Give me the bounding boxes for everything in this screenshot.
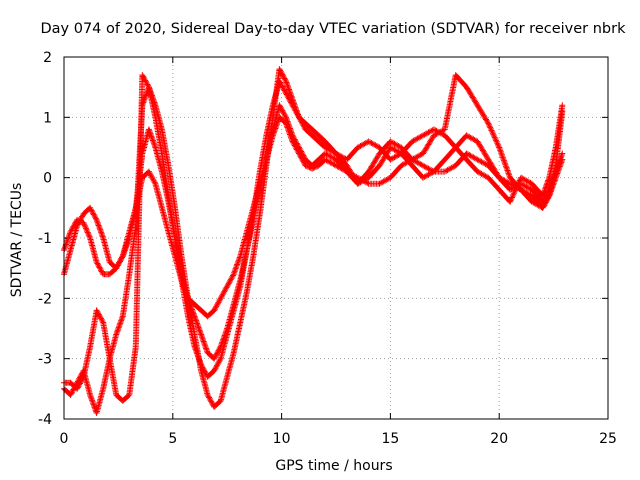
y-tick-label: -3: [38, 352, 52, 368]
y-axis-label: SDTVAR / TECUs: [9, 183, 25, 298]
tick-labels: 0 5 10 15 20 25 -4 -3 -2 -1 0 1 2: [38, 50, 617, 447]
plot-frame: [63, 56, 609, 420]
x-tick-label: 0: [60, 431, 69, 447]
y-tick-label: 0: [43, 171, 52, 187]
x-tick-label: 25: [599, 431, 617, 447]
y-tick-label: -2: [38, 291, 52, 307]
x-tick-label: 5: [168, 431, 177, 447]
y-tick-label: 2: [43, 50, 52, 66]
chart-title: Day 074 of 2020, Sidereal Day-to-day VTE…: [40, 21, 626, 37]
x-tick-label: 15: [381, 431, 399, 447]
y-tick-label: -1: [38, 231, 52, 247]
y-tick-label: 1: [43, 110, 52, 126]
x-axis-label: GPS time / hours: [275, 458, 392, 474]
data-points: [61, 66, 566, 416]
x-tick-label: 10: [273, 431, 291, 447]
y-tick-label: -4: [38, 412, 52, 428]
x-tick-label: 20: [490, 431, 508, 447]
grid-lines: [64, 57, 608, 419]
